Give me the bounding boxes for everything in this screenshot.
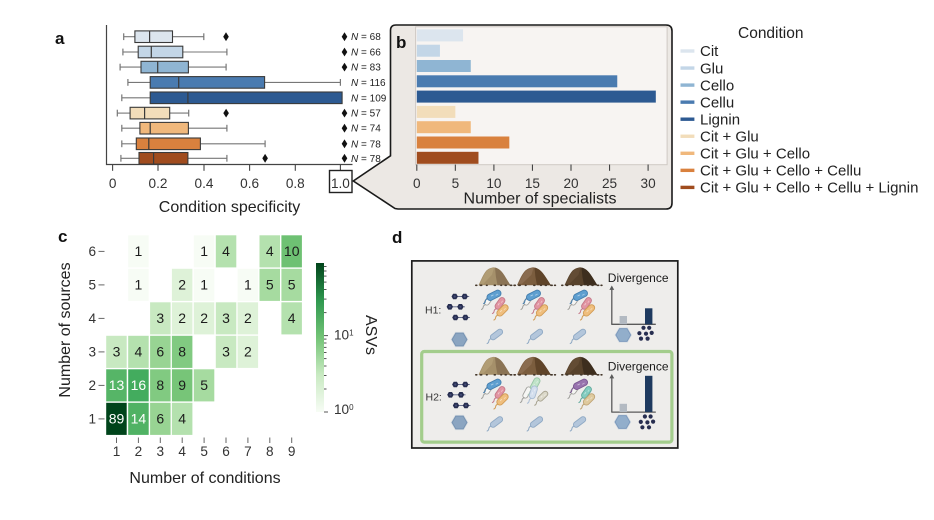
svg-text:0.8: 0.8 bbox=[286, 176, 305, 191]
svg-text:2: 2 bbox=[244, 344, 252, 360]
svg-text:8: 8 bbox=[178, 344, 186, 360]
svg-text:2: 2 bbox=[178, 310, 186, 326]
svg-text:c: c bbox=[58, 227, 67, 246]
svg-text:4: 4 bbox=[266, 243, 274, 259]
svg-text:Divergence: Divergence bbox=[608, 271, 669, 285]
svg-text:2: 2 bbox=[88, 378, 96, 393]
svg-text:8: 8 bbox=[156, 377, 164, 393]
svg-text:4: 4 bbox=[135, 344, 143, 360]
svg-text:Lignin: Lignin bbox=[700, 111, 740, 128]
svg-text:0.6: 0.6 bbox=[240, 176, 259, 191]
svg-text:3: 3 bbox=[157, 444, 165, 459]
svg-text:5: 5 bbox=[200, 377, 208, 393]
svg-text:101: 101 bbox=[334, 328, 354, 343]
svg-text:10: 10 bbox=[486, 176, 502, 191]
svg-text:Cit + Glu: Cit + Glu bbox=[700, 128, 759, 145]
svg-text:1.0: 1.0 bbox=[331, 176, 350, 191]
svg-text:N = 83: N = 83 bbox=[351, 63, 381, 74]
svg-text:15: 15 bbox=[525, 176, 540, 191]
svg-text:1: 1 bbox=[200, 243, 208, 259]
svg-text:Number of conditions: Number of conditions bbox=[129, 470, 280, 487]
svg-text:3: 3 bbox=[88, 344, 96, 359]
svg-text:Cit + Glu + Cello + Cellu: Cit + Glu + Cello + Cellu bbox=[700, 163, 861, 180]
svg-text:3: 3 bbox=[156, 310, 164, 326]
svg-text:5: 5 bbox=[266, 277, 274, 293]
svg-text:Glu: Glu bbox=[700, 60, 723, 77]
svg-text:20: 20 bbox=[563, 176, 579, 191]
svg-text:5: 5 bbox=[88, 277, 96, 292]
svg-text:d: d bbox=[392, 228, 402, 247]
svg-text:6: 6 bbox=[88, 244, 96, 259]
svg-text:Condition specificity: Condition specificity bbox=[159, 199, 300, 216]
svg-text:4: 4 bbox=[88, 311, 96, 326]
svg-text:2: 2 bbox=[200, 310, 208, 326]
svg-text:6: 6 bbox=[222, 444, 230, 459]
svg-text:6: 6 bbox=[156, 411, 164, 427]
svg-text:1: 1 bbox=[135, 243, 143, 259]
svg-text:10: 10 bbox=[284, 243, 300, 259]
svg-text:4: 4 bbox=[178, 411, 186, 427]
svg-text:1: 1 bbox=[113, 444, 121, 459]
svg-text:4: 4 bbox=[222, 243, 230, 259]
svg-text:3: 3 bbox=[222, 344, 230, 360]
svg-text:N = 109: N = 109 bbox=[351, 93, 387, 104]
svg-text:Number of specialists: Number of specialists bbox=[464, 191, 617, 208]
svg-text:H2:: H2: bbox=[426, 392, 442, 404]
svg-text:2: 2 bbox=[244, 310, 252, 326]
svg-text:2: 2 bbox=[135, 444, 143, 459]
svg-text:1: 1 bbox=[244, 277, 252, 293]
svg-text:H1:: H1: bbox=[425, 305, 441, 317]
svg-text:89: 89 bbox=[109, 411, 125, 427]
svg-text:N = 116: N = 116 bbox=[351, 78, 386, 89]
svg-text:8: 8 bbox=[266, 444, 274, 459]
svg-text:0: 0 bbox=[109, 176, 117, 191]
svg-text:a: a bbox=[55, 29, 65, 48]
svg-text:14: 14 bbox=[131, 411, 147, 427]
svg-text:0.4: 0.4 bbox=[195, 176, 214, 191]
svg-text:N = 74: N = 74 bbox=[351, 124, 381, 135]
svg-text:9: 9 bbox=[288, 444, 296, 459]
svg-text:Cit + Glu + Cello + Cellu + Li: Cit + Glu + Cello + Cellu + Lignin bbox=[700, 180, 918, 197]
svg-text:3: 3 bbox=[222, 310, 230, 326]
svg-text:7: 7 bbox=[244, 444, 252, 459]
svg-text:3: 3 bbox=[113, 344, 121, 360]
svg-text:ASVs: ASVs bbox=[362, 315, 379, 355]
svg-text:6: 6 bbox=[156, 344, 164, 360]
svg-text:Number of sources: Number of sources bbox=[57, 262, 74, 397]
svg-text:Cit + Glu + Cello: Cit + Glu + Cello bbox=[700, 146, 810, 163]
svg-text:1: 1 bbox=[88, 411, 96, 426]
svg-text:16: 16 bbox=[131, 377, 147, 393]
svg-text:Cellu: Cellu bbox=[700, 94, 734, 111]
svg-text:Divergence: Divergence bbox=[608, 360, 669, 374]
svg-text:4: 4 bbox=[178, 444, 186, 459]
svg-text:4: 4 bbox=[288, 310, 296, 326]
svg-text:100: 100 bbox=[334, 402, 354, 417]
svg-text:N = 78: N = 78 bbox=[351, 154, 381, 165]
svg-text:30: 30 bbox=[641, 176, 657, 191]
svg-text:9: 9 bbox=[178, 377, 186, 393]
svg-text:Condition: Condition bbox=[738, 25, 804, 42]
svg-text:b: b bbox=[396, 33, 406, 52]
svg-text:Cello: Cello bbox=[700, 77, 734, 94]
svg-text:5: 5 bbox=[452, 176, 460, 191]
svg-text:5: 5 bbox=[288, 277, 296, 293]
svg-text:N = 66: N = 66 bbox=[351, 48, 381, 59]
svg-text:1: 1 bbox=[135, 277, 143, 293]
svg-text:0.2: 0.2 bbox=[149, 176, 168, 191]
svg-text:N = 57: N = 57 bbox=[351, 109, 381, 120]
svg-text:0: 0 bbox=[413, 176, 421, 191]
svg-text:2: 2 bbox=[178, 277, 186, 293]
svg-text:25: 25 bbox=[602, 176, 617, 191]
svg-text:N = 78: N = 78 bbox=[351, 139, 381, 150]
svg-text:13: 13 bbox=[109, 377, 125, 393]
svg-text:Cit: Cit bbox=[700, 43, 719, 60]
svg-text:N = 68: N = 68 bbox=[351, 32, 381, 43]
svg-text:5: 5 bbox=[200, 444, 208, 459]
svg-text:1: 1 bbox=[200, 277, 208, 293]
